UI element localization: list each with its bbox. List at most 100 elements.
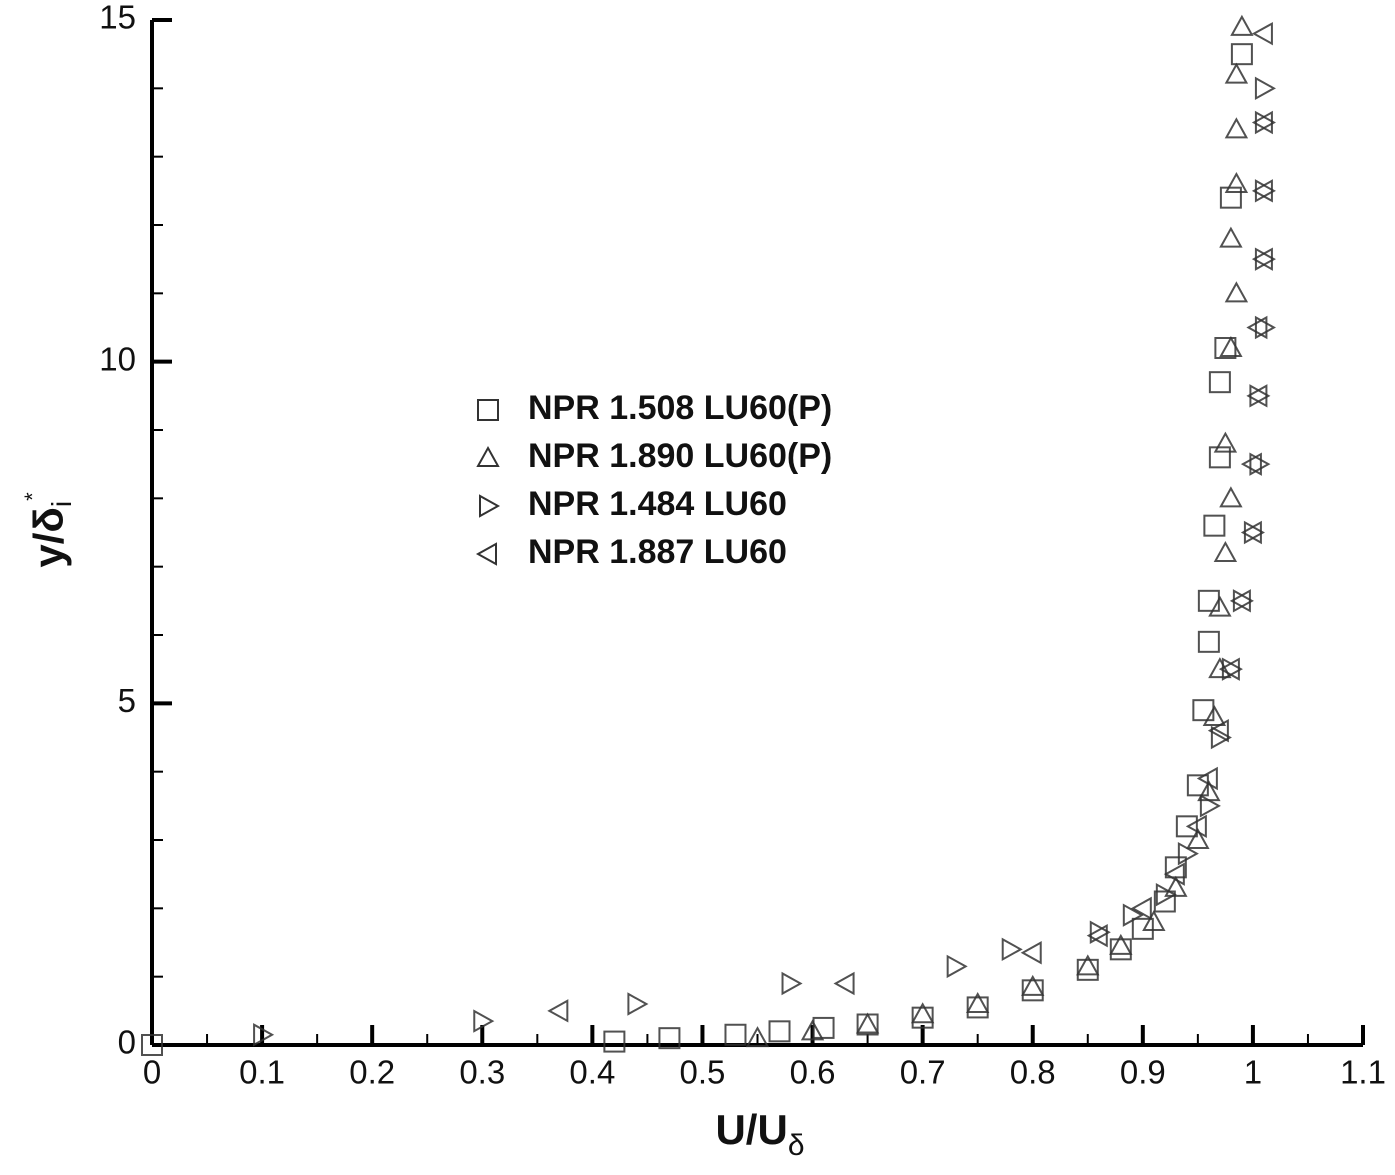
point [141,1034,163,1056]
point [966,996,989,1019]
point [1109,938,1132,961]
point [1208,595,1232,617]
point [800,1019,825,1041]
point [1251,110,1273,135]
point [724,1023,747,1046]
point [1246,315,1268,340]
point [1219,226,1243,248]
legend-marker [477,399,499,421]
point [1219,186,1242,209]
x-tick-label: 1 [1244,1054,1262,1091]
point [1076,954,1100,976]
point [1155,882,1177,907]
point [1089,920,1111,944]
point [1142,909,1166,931]
legend-marker [476,445,500,467]
point [1224,62,1249,84]
point [1219,335,1243,357]
point [833,971,855,996]
point [1251,179,1273,203]
x-label-text: U/U [715,1106,787,1153]
point [1021,974,1045,996]
y-tick-label: 5 [118,682,136,719]
point [1185,814,1207,839]
x-tick-label: 1.1 [1340,1054,1386,1091]
point [1218,657,1240,681]
point [1086,923,1108,948]
point [1230,43,1253,66]
x-axis-label: U/Uδ [715,1106,804,1162]
point [1254,76,1276,101]
point [855,1012,880,1034]
point [1131,917,1154,940]
point [1122,903,1144,927]
x-tick-label: 0.4 [569,1054,615,1091]
legend-marker [479,494,501,518]
legend-label: NPR 1.890 LU60(P) [528,437,832,475]
point [1249,452,1271,476]
point [1202,704,1227,726]
y-label-sup: * [20,492,45,501]
y-tick-label: 15 [99,0,136,36]
point [1199,794,1221,818]
point [1076,958,1099,981]
legend-marker [475,542,497,566]
point [1163,862,1185,886]
x-tick-label: 0.8 [1010,1054,1056,1091]
x-tick-label: 0.9 [1120,1054,1166,1091]
y-label-sub: i [46,501,77,507]
point [1109,933,1133,955]
x-tick-label: 0.6 [790,1054,836,1091]
y-tick-label: 0 [118,1024,136,1061]
point [1240,520,1262,545]
point [1224,171,1249,193]
point [745,1026,770,1048]
point [1210,725,1232,750]
y-tick-label: 10 [99,340,136,377]
point [1196,766,1218,791]
legend-label: NPR 1.484 LU60 [528,485,787,523]
point [658,1027,681,1050]
point [1192,699,1215,722]
point [473,1009,495,1033]
x-tick-label: 0.7 [900,1054,946,1091]
point [1203,514,1226,537]
point [768,1020,791,1043]
point [1208,657,1232,679]
point [1229,589,1251,613]
point [1213,540,1238,562]
legend-label: NPR 1.508 LU60(P) [528,389,832,427]
point [1177,841,1199,866]
point [627,992,649,1016]
point [910,1002,935,1024]
point [1186,827,1210,849]
point [812,1016,835,1039]
point [946,954,968,979]
x-tick-label: 0.3 [459,1054,505,1091]
point [1197,589,1220,612]
point [781,971,803,996]
point [1246,384,1268,408]
point [1207,718,1229,743]
point [1153,890,1176,913]
point [1208,371,1231,394]
y-label-text: y/δ [25,507,72,568]
point [1197,630,1220,653]
point [1021,979,1044,1002]
x-label-sub: δ [788,1129,805,1162]
x-tick-label: 0.2 [349,1054,395,1091]
point [253,1023,275,1047]
x-tick-label: 0 [143,1054,161,1091]
point [1208,446,1231,469]
point [1175,815,1198,838]
point [1001,937,1023,962]
point [547,999,569,1023]
point [1224,281,1249,303]
point [1251,247,1273,271]
legend-label: NPR 1.887 LU60 [528,533,787,571]
point [1164,875,1188,897]
point [1219,486,1243,508]
x-tick-label: 0.1 [239,1054,285,1091]
point [965,991,990,1013]
